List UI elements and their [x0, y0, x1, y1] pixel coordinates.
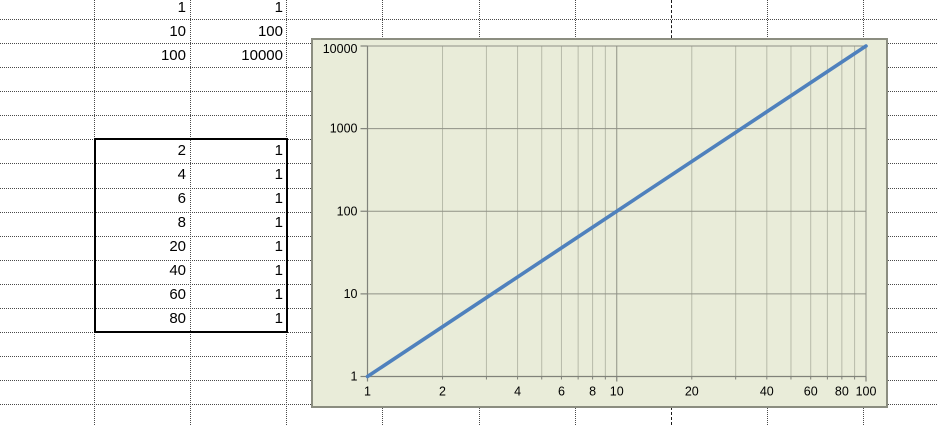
- boxed-cell-value[interactable]: 1: [274, 165, 283, 183]
- x-tick-label: 40: [760, 385, 774, 399]
- x-tick-label: 1: [364, 385, 371, 399]
- x-tick-label: 60: [804, 385, 818, 399]
- y-tick-label: 10: [344, 287, 358, 301]
- boxed-cell-value[interactable]: 8: [177, 213, 186, 231]
- x-tick-label: 80: [835, 385, 849, 399]
- boxed-cell-value[interactable]: 2: [177, 141, 186, 159]
- boxed-cell-value[interactable]: 1: [274, 262, 283, 280]
- x-tick-label: 10: [610, 385, 624, 399]
- boxed-cell-value[interactable]: 1: [274, 213, 283, 231]
- sheet-column-gridline: [190, 0, 192, 425]
- x-tick-label: 100: [856, 385, 877, 399]
- range-border-box[interactable]: [93, 138, 288, 333]
- boxed-cell-value[interactable]: 60: [169, 286, 186, 304]
- loglog-line-chart: 1 2 4 6 8 10 20 40 60 80 100 1 10 100 1000 10000: [323, 42, 877, 399]
- cell-value[interactable]: 100: [257, 22, 283, 40]
- y-tick-label: 1000: [330, 122, 358, 136]
- cell-value[interactable]: 10000: [241, 46, 283, 64]
- y-tick-label: 10000: [323, 42, 358, 56]
- boxed-cell-value[interactable]: 40: [169, 262, 186, 280]
- boxed-cell-value[interactable]: 1: [274, 286, 283, 304]
- boxed-cell-value[interactable]: 20: [169, 238, 186, 256]
- cell-value[interactable]: 1: [274, 0, 283, 16]
- x-tick-label: 20: [685, 385, 699, 399]
- cell-value[interactable]: 100: [160, 46, 186, 64]
- boxed-cell-value[interactable]: 80: [169, 310, 186, 328]
- x-tick-label: 4: [514, 385, 521, 399]
- cell-value[interactable]: 10: [169, 22, 186, 40]
- x-tick-label: 6: [558, 385, 565, 399]
- x-tick-label: 8: [589, 385, 596, 399]
- x-tick-label: 2: [439, 385, 446, 399]
- y-tick-label: 100: [337, 204, 358, 218]
- cell-value[interactable]: 1: [177, 0, 186, 16]
- boxed-cell-value[interactable]: 1: [274, 141, 283, 159]
- sheet-row-gridline: [0, 19, 937, 21]
- chart[interactable]: 1 2 4 6 8 10 20 40 60 80 100 1 10 100 1000 10000: [311, 38, 888, 408]
- boxed-cell-value[interactable]: 1: [274, 310, 283, 328]
- series-line[interactable]: [365, 44, 868, 379]
- boxed-cell-value[interactable]: 1: [274, 189, 283, 207]
- boxed-cell-value[interactable]: 1: [274, 238, 283, 256]
- boxed-cell-value[interactable]: 6: [177, 189, 186, 207]
- boxed-cell-value[interactable]: 4: [177, 165, 186, 183]
- y-tick-label: 1: [351, 370, 358, 384]
